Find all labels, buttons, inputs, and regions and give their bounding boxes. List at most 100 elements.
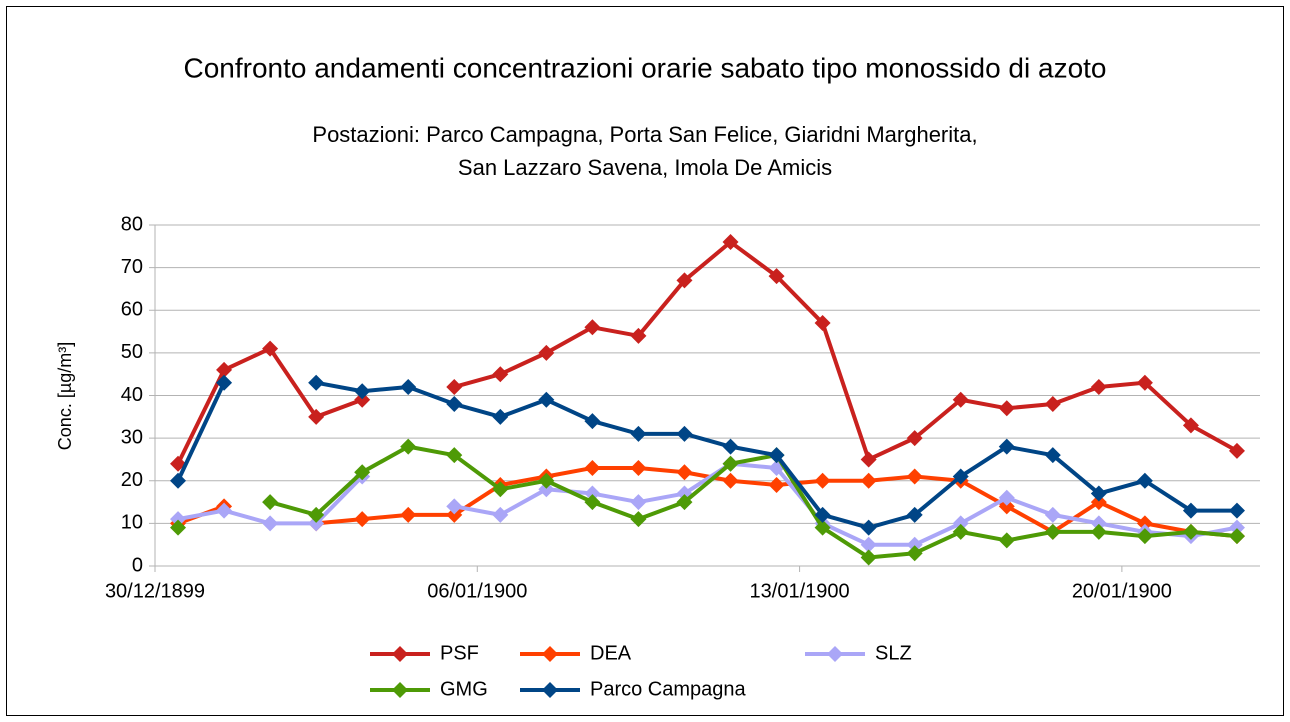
data-point (492, 506, 509, 523)
y-tick-label: 10 (121, 512, 143, 534)
data-point (1044, 523, 1061, 540)
legend-label: GMG (440, 678, 488, 700)
data-point (1182, 502, 1199, 519)
data-point (814, 519, 831, 536)
legend-marker (827, 646, 843, 662)
y-tick-label: 40 (121, 384, 143, 406)
data-point (354, 511, 371, 528)
data-point (492, 366, 509, 383)
data-point (860, 536, 877, 553)
data-point (216, 361, 233, 378)
data-point (308, 408, 325, 425)
series-line (453, 461, 1238, 547)
series-line (453, 240, 1238, 462)
data-point (400, 506, 417, 523)
y-axis-label: Conc. [µg/m³] (55, 342, 75, 450)
data-point (1228, 528, 1245, 545)
data-point (538, 344, 555, 361)
data-point (1136, 374, 1153, 391)
data-point (676, 425, 693, 442)
series-line (176, 381, 226, 482)
data-point (492, 408, 509, 425)
data-point (354, 391, 371, 408)
data-point (1090, 515, 1107, 532)
data-point (630, 511, 647, 528)
data-point (998, 438, 1015, 455)
data-point (906, 468, 923, 485)
data-point (262, 340, 279, 357)
data-point (492, 481, 509, 498)
data-point (1136, 515, 1153, 532)
data-point (538, 391, 555, 408)
data-point (676, 494, 693, 511)
data-point (768, 477, 785, 494)
data-point (584, 319, 601, 336)
data-point (722, 455, 739, 472)
data-point (860, 451, 877, 468)
data-point (1044, 506, 1061, 523)
chart-subtitle: Postazioni: Parco Campagna, Porta San Fe… (312, 122, 977, 147)
data-point (722, 438, 739, 455)
y-tick-label: 60 (121, 299, 143, 321)
data-point (1228, 502, 1245, 519)
data-point (446, 506, 463, 523)
data-point (538, 481, 555, 498)
y-tick-label: 50 (121, 341, 143, 363)
data-point (1182, 417, 1199, 434)
data-point (170, 519, 187, 536)
legend-label: DEA (590, 642, 632, 664)
data-point (906, 545, 923, 562)
data-point (1090, 485, 1107, 502)
y-tick-label: 30 (121, 426, 143, 448)
y-tick-label: 70 (121, 256, 143, 278)
data-point (400, 438, 417, 455)
data-point (952, 391, 969, 408)
data-point (354, 464, 371, 481)
data-point (216, 374, 233, 391)
x-tick-label: 30/12/1899 (105, 580, 205, 602)
data-point (860, 472, 877, 489)
data-point (952, 515, 969, 532)
x-tick-label: 13/01/1900 (750, 580, 850, 602)
data-point (584, 494, 601, 511)
data-point (814, 472, 831, 489)
data-point (676, 272, 693, 289)
data-point (446, 498, 463, 515)
data-point (216, 502, 233, 519)
data-point (1090, 494, 1107, 511)
data-point (722, 234, 739, 251)
legend-marker (392, 646, 408, 662)
data-point (538, 472, 555, 489)
data-point (308, 374, 325, 391)
data-point (630, 459, 647, 476)
data-point (1136, 528, 1153, 545)
chart-border (6, 6, 1284, 716)
legend-marker (542, 646, 558, 662)
data-point (1044, 396, 1061, 413)
legend-marker (392, 682, 408, 698)
data-point (1228, 519, 1245, 536)
data-point (906, 430, 923, 447)
data-point (1044, 447, 1061, 464)
data-point (1136, 472, 1153, 489)
data-point (998, 498, 1015, 515)
data-point (906, 506, 923, 523)
data-point (998, 400, 1015, 417)
data-point (630, 327, 647, 344)
data-point (446, 378, 463, 395)
data-point (584, 485, 601, 502)
y-tick-label: 80 (121, 213, 143, 235)
series-line (269, 444, 1238, 560)
data-point (998, 532, 1015, 549)
data-point (308, 506, 325, 523)
data-point (446, 396, 463, 413)
data-point (446, 447, 463, 464)
data-point (1228, 442, 1245, 459)
data-point (814, 506, 831, 523)
data-point (998, 489, 1015, 506)
chart-title: Confronto andamenti concentrazioni orari… (183, 52, 1106, 83)
chart-subtitle: San Lazzaro Savena, Imola De Amicis (458, 155, 832, 180)
legend-label: SLZ (875, 642, 912, 664)
data-point (722, 472, 739, 489)
data-point (170, 472, 187, 489)
